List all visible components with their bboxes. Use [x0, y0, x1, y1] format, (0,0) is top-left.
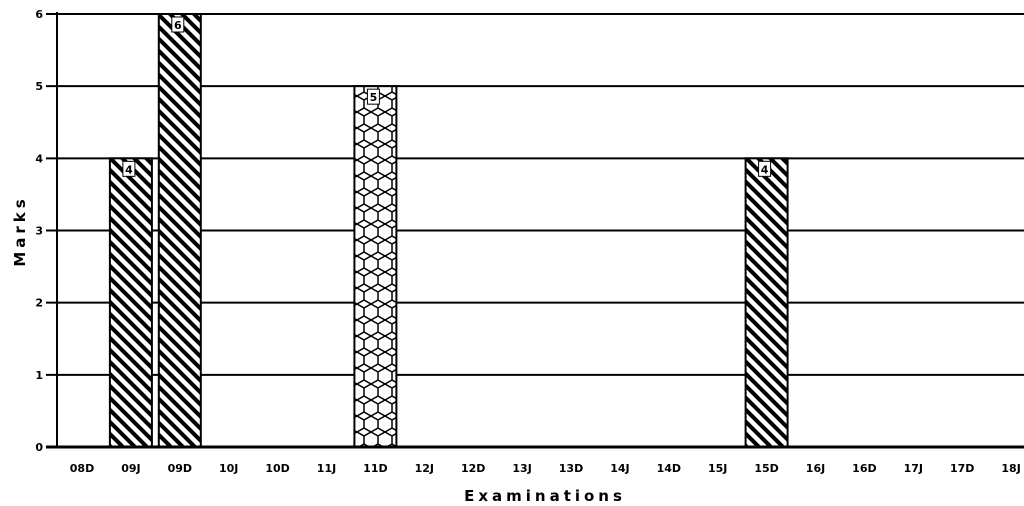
x-tick-label: 14D — [657, 462, 681, 475]
x-tick-label: 10J — [219, 462, 238, 475]
y-tick-label: 1 — [35, 369, 43, 382]
data-label-box — [366, 88, 380, 105]
axes: 0 1 2 3 4 5 6 08D 09J 09D 10J 10D 11J 11D 12J 12D 13J 13D… — [35, 8, 1024, 475]
data-label-09J: 4 — [125, 163, 133, 176]
x-tick-label: 11D — [363, 462, 387, 475]
data-labels: 4 6 5 4 — [122, 16, 772, 177]
y-axis-title: Marks — [11, 195, 29, 266]
bar-09D — [157, 13, 202, 448]
bar-09J — [108, 157, 153, 448]
x-axis-title: Examinations — [464, 487, 626, 505]
x-tick-label: 10D — [265, 462, 289, 475]
bar-15D — [744, 157, 789, 448]
y-tick-label: 2 — [35, 297, 43, 310]
x-tick-label: 15D — [754, 462, 778, 475]
x-tick-label: 16J — [806, 462, 825, 475]
data-label-box — [122, 160, 136, 177]
x-tick-label: 11J — [317, 462, 336, 475]
x-tick-label: 12J — [415, 462, 434, 475]
x-tick-label: 15J — [708, 462, 727, 475]
y-tick-label: 6 — [35, 8, 43, 21]
y-tick-label: 4 — [35, 152, 43, 165]
x-tick-label: 17J — [904, 462, 923, 475]
x-tick-label: 18J — [1001, 462, 1020, 475]
x-tick-label: 17D — [950, 462, 974, 475]
x-tick-label: 08D — [70, 462, 94, 475]
x-tick-label: 13J — [512, 462, 531, 475]
bar-11D — [353, 85, 398, 449]
x-tick-label: 12D — [461, 462, 485, 475]
data-label-11D: 5 — [370, 91, 378, 104]
x-tick-label: 14J — [610, 462, 629, 475]
x-tick-label: 09J — [121, 462, 140, 475]
data-label-09D: 6 — [174, 19, 182, 32]
data-label-box — [758, 160, 772, 177]
data-label-15D: 4 — [761, 163, 769, 176]
y-tick-label: 5 — [35, 80, 43, 93]
y-tick-label: 0 — [35, 441, 43, 454]
y-tick-label: 3 — [35, 225, 43, 238]
data-label-box — [171, 16, 185, 33]
x-tick-label: 16D — [852, 462, 876, 475]
gridlines — [46, 13, 1024, 448]
x-tick-label: 09D — [168, 462, 192, 475]
x-tick-label: 13D — [559, 462, 583, 475]
